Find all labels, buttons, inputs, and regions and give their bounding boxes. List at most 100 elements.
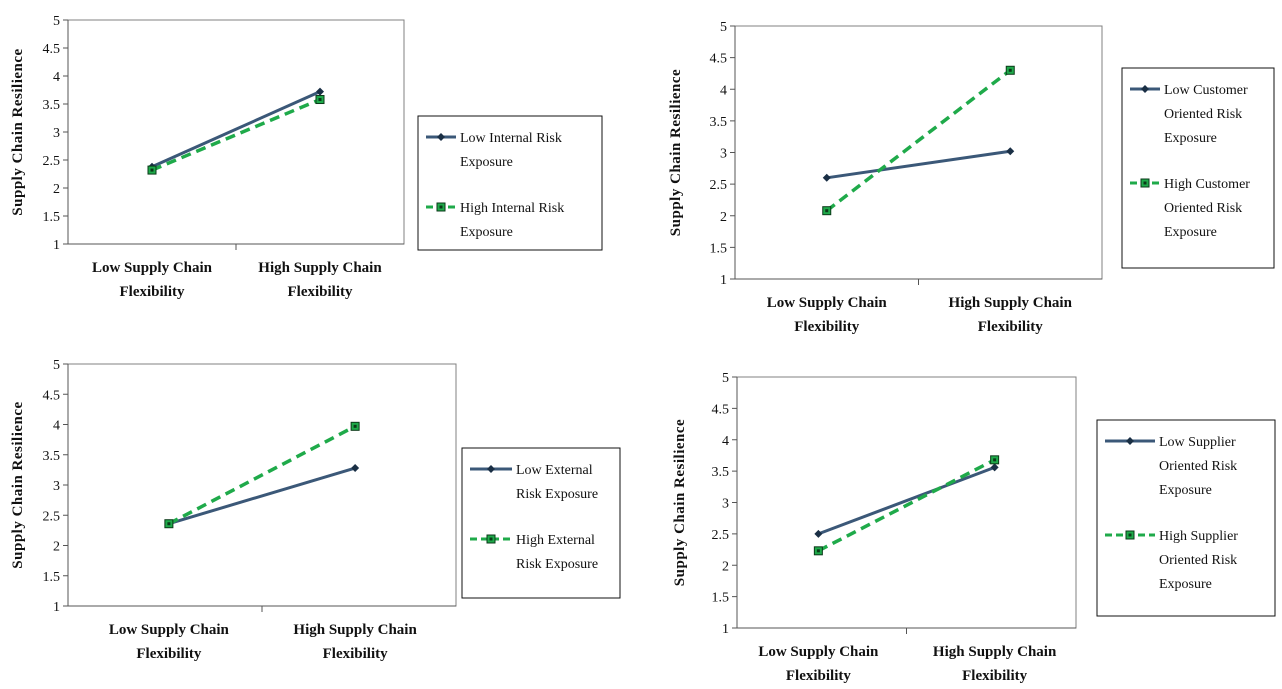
legend: Low Customer Oriented Risk Exposure High Cu…: [1121, 67, 1275, 269]
y-tick-label: 5: [720, 20, 727, 35]
chart-panel-3: 1 1.5 2 2.5 3 3.5 4 4.5 5 Low Supply Chain Flexibi…: [10, 358, 621, 662]
y-tick-label: 3: [720, 147, 727, 162]
y-tick-label: 3: [722, 497, 729, 512]
y-tick-label: 3.5: [712, 465, 730, 480]
data-point-high-center: [825, 209, 829, 213]
y-tick-label: 4: [722, 434, 729, 449]
legend-marker: [1126, 437, 1134, 445]
series-line-low: [826, 149, 1011, 180]
y-tick-label: 4: [720, 83, 727, 98]
x-tick-label: Low Supply Chain Flexibility: [758, 644, 879, 684]
legend-box: [1121, 67, 1275, 269]
y-tick-label: 3: [53, 479, 60, 494]
series-line-high: [825, 68, 1012, 213]
series-line-low: [817, 465, 996, 536]
y-tick-label: 1.5: [712, 591, 730, 606]
data-point-high-center: [1008, 68, 1012, 72]
x-tick-label: High Supply Chain Flexibility: [933, 644, 1057, 684]
y-tick-label: 1: [720, 273, 727, 288]
legend-label-high: High Internal Risk Exposure: [460, 201, 564, 240]
y-tick-label: 2.5: [710, 178, 728, 193]
data-point-low: [822, 173, 831, 182]
data-point-low: [990, 463, 999, 472]
y-tick-label: 2: [53, 182, 60, 197]
legend-marker: [1141, 85, 1149, 93]
legend-box: [1096, 419, 1276, 617]
y-tick-label: 2.5: [43, 154, 61, 169]
y-tick-label: 4: [53, 419, 60, 434]
y-tick-label: 2.5: [712, 528, 730, 543]
y-tick-label: 2: [53, 540, 60, 555]
data-point-high-center: [150, 168, 154, 172]
x-tick-label: Low Supply Chain Flexibility: [767, 295, 888, 335]
y-tick-label: 4.5: [712, 402, 730, 417]
data-point-low: [316, 87, 324, 96]
legend-label-low: Low Internal Risk Exposure: [460, 131, 562, 170]
legend-label-high: High Supplier Oriented Risk Exposure: [1159, 529, 1238, 592]
x-tick-label: High Supply Chain Flexibility: [293, 622, 417, 662]
y-tick-label: 1: [722, 622, 729, 637]
legend-marker: [487, 465, 495, 473]
y-tick-label: 4.5: [43, 388, 61, 403]
y-tick-label: 4.5: [710, 52, 728, 67]
y-tick-label: 4: [53, 70, 60, 85]
data-point-low: [1006, 147, 1015, 156]
legend: Low External Risk Exposure High External Ri…: [461, 447, 621, 599]
series-line-high: [168, 424, 356, 526]
data-point-high-center: [167, 522, 171, 526]
y-tick-label: 2: [720, 210, 727, 225]
y-axis-title: Supply Chain Resilience: [668, 69, 684, 236]
data-point-low: [814, 529, 823, 538]
y-tick-label: 5: [53, 14, 60, 29]
y-tick-label: 3.5: [43, 449, 61, 464]
y-tick-label: 1.5: [43, 570, 61, 585]
legend-marker-center: [439, 205, 443, 209]
legend-marker: [437, 133, 445, 141]
data-point-high-center: [816, 549, 820, 553]
chart-panel-1: 1 1.5 2 2.5 3 3.5 4 4.5 5 Low Supply Chain Flexibi…: [10, 14, 603, 300]
x-tick-label: High Supply Chain Flexibility: [949, 295, 1073, 335]
plot-area: [736, 376, 1077, 629]
legend-label-low: Low External Risk Exposure: [516, 463, 598, 502]
legend-label-high: High External Risk Exposure: [516, 533, 598, 572]
legend-marker-center: [1128, 533, 1132, 537]
y-tick-label: 3: [53, 126, 60, 141]
data-point-high-center: [318, 98, 322, 102]
y-tick-label: 1.5: [710, 241, 728, 256]
legend: Low Supplier Oriented Risk Exposure High Su…: [1096, 419, 1276, 617]
legend-box: [461, 447, 621, 599]
chart-panel-2: 1 1.5 2 2.5 3 3.5 4 4.5 5 Low Supply Chain Flexibi…: [668, 20, 1275, 335]
plot-area: [734, 25, 1103, 280]
legend-marker-center: [489, 537, 493, 541]
y-tick-label: 2: [722, 559, 729, 574]
plot-area: [67, 19, 405, 245]
y-axis-title: Supply Chain Resilience: [10, 48, 26, 215]
y-tick-label: 4.5: [43, 42, 61, 57]
y-tick-label: 1.5: [43, 210, 61, 225]
series-line-high: [151, 97, 321, 172]
y-axis-title: Supply Chain Resilience: [10, 401, 26, 568]
series-line-low: [168, 466, 356, 526]
legend-label-high: High Customer Oriented Risk Exposure: [1164, 177, 1250, 240]
y-tick-label: 1: [53, 600, 60, 615]
data-point-high-center: [353, 424, 357, 428]
x-tick-label: Low Supply Chain Flexibility: [92, 260, 213, 300]
legend-label-low: Low Supplier Oriented Risk Exposure: [1159, 435, 1237, 498]
series-line-low: [151, 90, 321, 169]
x-tick-label: Low Supply Chain Flexibility: [109, 622, 230, 662]
legend-label-low: Low Customer Oriented Risk Exposure: [1164, 83, 1248, 146]
chart-panel-4: 1 1.5 2 2.5 3 3.5 4 4.5 5 Low Supply Chain Flexibi…: [672, 371, 1276, 684]
data-point-high-center: [993, 458, 997, 462]
y-tick-label: 3.5: [43, 98, 61, 113]
legend-marker-center: [1143, 181, 1147, 185]
y-tick-label: 3.5: [710, 115, 728, 130]
x-tick-label: High Supply Chain Flexibility: [258, 260, 382, 300]
y-tick-label: 5: [53, 358, 60, 373]
y-tick-label: 5: [722, 371, 729, 386]
series-line-high: [817, 458, 996, 553]
legend: Low Internal Risk Exposure High Internal R…: [417, 115, 603, 251]
plot-area: [67, 363, 457, 607]
y-tick-label: 2.5: [43, 509, 61, 524]
y-tick-label: 1: [53, 238, 60, 253]
